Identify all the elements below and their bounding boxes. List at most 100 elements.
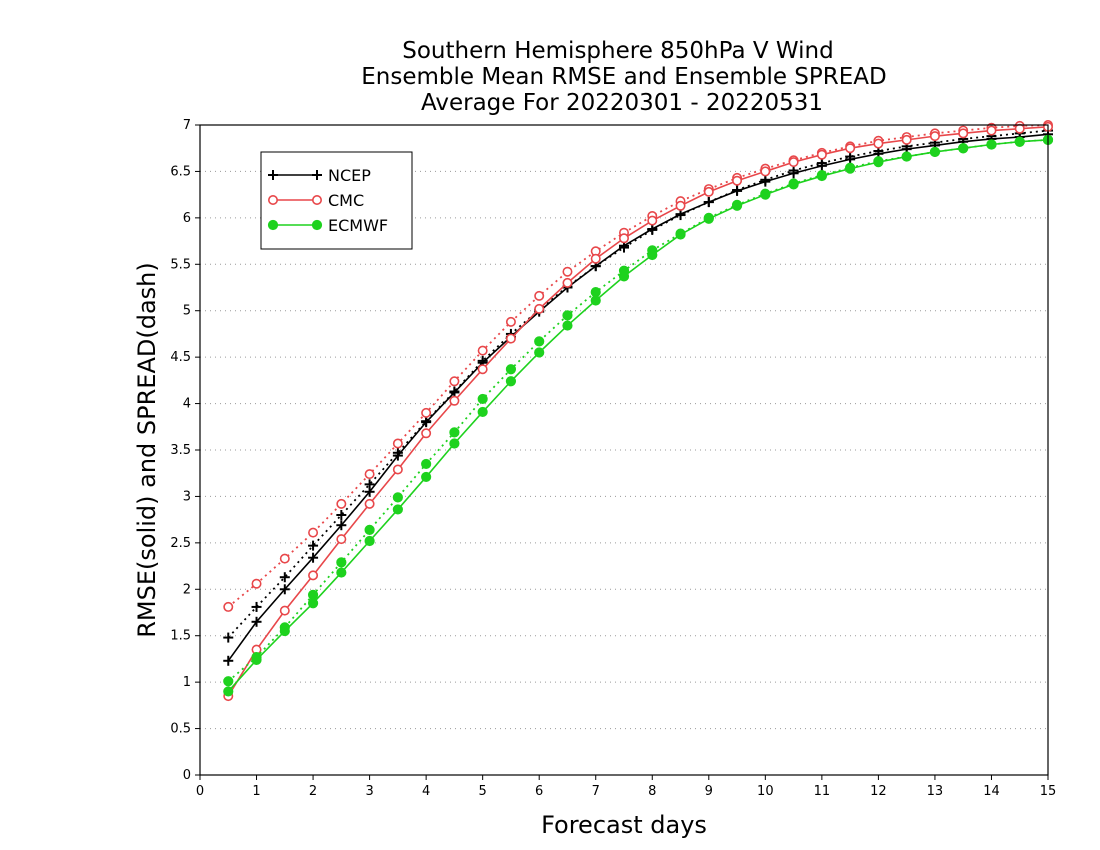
legend-marker-cmc — [267, 195, 278, 206]
ecmwf-rmse-point — [929, 146, 941, 158]
cmc-spread-point — [505, 316, 516, 327]
ncep-rmse-point — [816, 160, 827, 171]
y-tick-label: 3.5 — [170, 443, 191, 458]
cmc-rmse-point — [534, 303, 545, 314]
cmc-rmse-point — [477, 364, 488, 375]
y-tick-label: 4.5 — [170, 350, 191, 365]
ncep-rmse-point — [421, 417, 432, 428]
ecmwf-rmse-point — [279, 625, 290, 637]
y-tick-label: 0 — [183, 768, 191, 783]
x-tick-label: 11 — [814, 784, 831, 799]
cmc-rmse-point — [958, 128, 969, 139]
cmc-spread-point — [223, 601, 234, 612]
ecmwf-rmse-point — [336, 567, 347, 578]
cmc-rmse-point — [845, 143, 856, 154]
cmc-rmse-point — [421, 428, 432, 439]
ecmwf-rmse-point — [477, 406, 488, 418]
x-tick-label: 0 — [196, 784, 204, 799]
ecmwf-rmse-point — [618, 271, 630, 282]
ecmwf-rmse-point — [873, 157, 884, 168]
x-axis: 0 1 2 3 4 5 6 7 8 9 10 11 12 13 14 15 — [196, 775, 1056, 799]
ecmwf-rmse-point — [958, 143, 969, 154]
y-axis: 0 0.5 1 1.5 2 2.5 3 3.5 4 4.5 5 5.5 6 6.5 7 — [170, 118, 200, 783]
legend-label-cmc: CMC — [328, 191, 364, 210]
cmc-rmse-point — [279, 605, 290, 616]
ecmwf-rmse-point — [647, 249, 658, 261]
cmc-spread-point — [392, 438, 403, 449]
cmc-rmse-point — [562, 277, 573, 288]
cmc-spread-point — [477, 345, 488, 356]
y-tick-label: 5.5 — [170, 257, 191, 272]
ncep-rmse-point — [279, 584, 290, 595]
ncep-rmse-point — [675, 209, 686, 220]
ecmwf-spread-point — [590, 287, 601, 298]
ecmwf-rmse-point — [816, 170, 827, 182]
ecmwf-rmse-point — [590, 295, 601, 306]
ecmwf-rmse-point — [505, 376, 517, 387]
cmc-rmse-point — [816, 149, 827, 160]
ncep-rmse-point — [336, 520, 347, 531]
y-tick-label: 7 — [183, 118, 191, 133]
y-tick-label: 4 — [183, 397, 191, 412]
cmc-rmse-point — [449, 395, 460, 406]
chart-title-line-3: Average For 20220301 - 20220531 — [421, 90, 823, 116]
cmc-rmse-point — [901, 134, 912, 145]
cmc-rmse-point — [1014, 123, 1025, 134]
legend-label-ncep: NCEP — [328, 166, 371, 185]
y-tick-label: 0.5 — [170, 722, 191, 737]
ecmwf-rmse-point — [223, 686, 234, 697]
cmc-rmse-point — [336, 534, 347, 545]
ecmwf-rmse-point — [703, 213, 714, 224]
ecmwf-spread-line — [227, 138, 1049, 682]
ecmwf-rmse-point — [788, 179, 799, 190]
ncep-rmse-point — [732, 185, 743, 196]
x-tick-label: 2 — [309, 784, 317, 799]
y-tick-label: 1 — [183, 675, 191, 690]
legend: NCEP CMC ECMWF — [260, 151, 413, 250]
legend-marker-ncep — [268, 170, 278, 180]
ecmwf-spread-point — [449, 427, 460, 438]
cmc-rmse-point — [590, 253, 601, 264]
cmc-rmse-point — [392, 464, 403, 475]
x-tick-label: 12 — [870, 784, 887, 799]
x-tick-label: 10 — [757, 784, 774, 799]
cmc-spread-point — [308, 527, 319, 538]
ncep-rmse-point — [251, 616, 262, 627]
x-tick-label: 7 — [592, 784, 600, 799]
ecmwf-rmse-point — [986, 139, 997, 150]
y-tick-label: 3 — [183, 489, 191, 504]
cmc-rmse-point — [929, 131, 940, 142]
series-layer — [223, 120, 1054, 702]
ecmwf-spread-point — [392, 492, 403, 503]
y-tick-label: 2 — [183, 582, 191, 597]
ecmwf-spread-point — [534, 336, 545, 347]
y-axis-label: RMSE(solid) and SPREAD(dash) — [133, 262, 161, 638]
ecmwf-rmse-point — [731, 200, 743, 211]
ncep-spread-point — [251, 601, 262, 612]
ecmwf-rmse-point — [392, 504, 403, 515]
ncep-rmse-point — [449, 387, 460, 398]
chart-title-line-1: Southern Hemisphere 850hPa V Wind — [402, 38, 833, 64]
cmc-spread-point — [336, 498, 347, 509]
x-tick-label: 13 — [927, 784, 944, 799]
ecmwf-spread-point — [364, 524, 375, 535]
x-tick-label: 9 — [705, 784, 713, 799]
x-tick-label: 5 — [479, 784, 487, 799]
x-tick-label: 6 — [535, 784, 543, 799]
ecmwf-spread-point — [562, 310, 573, 321]
ecmwf-rmse-point — [845, 163, 856, 174]
x-tick-label: 3 — [365, 784, 373, 799]
y-tick-label: 6 — [183, 211, 191, 226]
legend-marker-ecmwf — [267, 219, 279, 231]
ecmwf-rmse-point — [251, 654, 262, 665]
ecmwf-rmse-point — [307, 598, 319, 609]
legend-marker-cmc — [311, 195, 322, 206]
cmc-rmse-point — [703, 186, 714, 197]
cmc-rmse-point — [308, 570, 319, 581]
cmc-rmse-point — [675, 200, 686, 211]
ecmwf-rmse-point — [534, 347, 545, 358]
ncep-rmse-point — [703, 197, 714, 208]
legend-marker-ncep — [312, 170, 322, 180]
ecmwf-spread-point — [421, 458, 432, 470]
